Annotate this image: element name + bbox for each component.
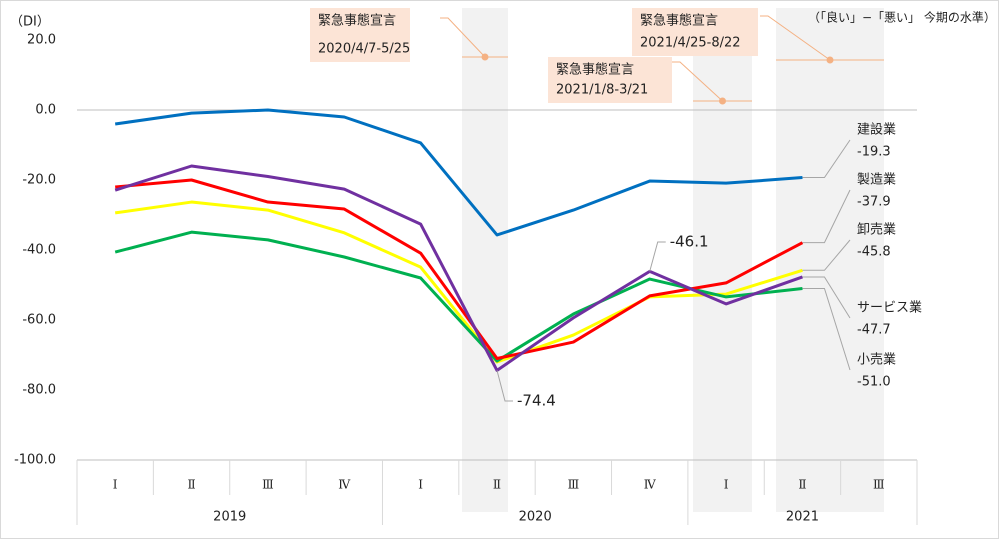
period-shade xyxy=(462,8,508,512)
legend-label: 建設業 xyxy=(857,122,896,138)
series-line xyxy=(115,178,804,360)
year-label: 2020 xyxy=(519,510,552,525)
end-value-label: -19.3 xyxy=(857,145,891,160)
x-tick-label: Ⅲ xyxy=(873,478,885,492)
data-label: -74.4 xyxy=(517,392,556,410)
year-label: 2019 xyxy=(213,510,246,525)
declaration-period: 2021/1/8-3/21 xyxy=(556,83,648,98)
declaration-dot xyxy=(719,97,726,105)
declaration-box xyxy=(632,8,758,56)
declaration-connector xyxy=(440,17,486,58)
declaration-dot xyxy=(481,53,489,61)
label-connector xyxy=(802,189,851,244)
note: （「良い」−「悪い」 今期の水準） xyxy=(808,10,996,25)
x-tick-label: Ⅳ xyxy=(644,478,657,492)
declaration-connector xyxy=(672,61,723,102)
annotation-connector xyxy=(496,370,513,402)
y-tick-label: -40.0 xyxy=(22,243,56,258)
period-shade xyxy=(693,8,752,512)
end-value-label: -45.8 xyxy=(857,245,891,260)
series-line xyxy=(114,200,803,364)
series-line xyxy=(114,108,803,237)
x-tick-label: Ⅳ xyxy=(338,478,351,492)
x-tick-label: Ⅱ xyxy=(798,478,806,492)
y-tick-label: 20.0 xyxy=(27,33,56,48)
y-tick-label: 0.0 xyxy=(35,103,56,118)
x-tick-label: Ⅱ xyxy=(493,478,501,492)
declaration-dot xyxy=(826,56,834,64)
declaration-period: 2020/4/7-5/25 xyxy=(318,42,410,57)
declaration-text: 緊急事態宣言 xyxy=(318,13,396,29)
declaration-text: 緊急事態宣言 xyxy=(556,62,634,78)
end-value-label: -47.7 xyxy=(857,323,891,338)
unit-label: （DI） xyxy=(10,15,50,30)
label-connector xyxy=(802,276,851,319)
x-tick-label: Ⅲ xyxy=(262,478,274,492)
year-label: 2021 xyxy=(786,510,819,525)
declaration-period: 2021/4/25-8/22 xyxy=(640,36,741,51)
x-tick-label: Ⅰ xyxy=(418,478,423,492)
label-connector xyxy=(802,139,851,179)
y-tick-label: -80.0 xyxy=(22,383,56,398)
x-tick-label: Ⅰ xyxy=(113,478,118,492)
end-value-label: -51.0 xyxy=(857,375,891,390)
label-connector xyxy=(802,239,851,271)
label-connector xyxy=(802,288,851,371)
legend-label: 卸売業 xyxy=(857,222,896,238)
period-shade xyxy=(776,8,884,512)
data-label: -46.1 xyxy=(670,233,709,251)
shading xyxy=(462,8,884,512)
declaration-connector xyxy=(760,15,831,61)
y-tick-label: -100.0 xyxy=(14,453,56,468)
declaration-text: 緊急事態宣言 xyxy=(640,13,718,29)
legend-label: 小売業 xyxy=(857,352,896,368)
legend-label: サービス業 xyxy=(857,300,922,316)
y-tick-label: -60.0 xyxy=(22,313,56,328)
end-value-label: -37.9 xyxy=(857,195,891,210)
declaration-box xyxy=(310,8,410,62)
x-tick-label: Ⅰ xyxy=(724,478,729,492)
series-line xyxy=(114,164,803,372)
annotation-connector xyxy=(649,241,666,272)
x-tick-label: Ⅱ xyxy=(187,478,195,492)
legend-label: 製造業 xyxy=(857,172,896,188)
declaration-box xyxy=(548,57,672,103)
y-tick-label: -20.0 xyxy=(22,173,56,188)
x-tick-label: Ⅲ xyxy=(568,478,580,492)
